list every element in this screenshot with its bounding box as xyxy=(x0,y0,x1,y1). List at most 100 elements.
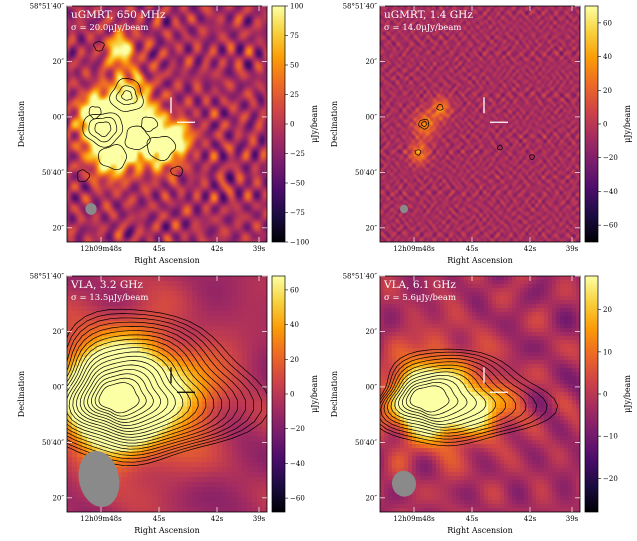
contour-line xyxy=(380,348,558,447)
contour-line xyxy=(72,351,191,435)
colorbar-tick-label: 20 xyxy=(603,306,612,314)
contour-line xyxy=(98,382,140,414)
colorbar-tick-label: 0 xyxy=(603,121,607,129)
colorbar-tick-label: −20 xyxy=(603,154,618,162)
colorbar-tick-label: 0 xyxy=(290,391,294,399)
contour-line xyxy=(409,385,450,413)
contour-line xyxy=(76,169,91,183)
heatmap-image xyxy=(67,6,267,242)
colorbar xyxy=(271,275,286,513)
beam-ellipse xyxy=(399,204,409,214)
colorbar-tick-label: 20 xyxy=(603,87,612,95)
panel-2: 12h09m48s 45s 42s 39s 58°51′40″ 20″ 00″ 50′40″ 2… xyxy=(330,3,632,266)
contour-line xyxy=(170,165,184,177)
colorbar-tick-label: −50 xyxy=(290,180,305,188)
colorbar-tick-label: 50 xyxy=(290,62,299,70)
panel-sigma: σ = 5.6μJy/beam xyxy=(384,293,456,303)
contour-line xyxy=(401,378,468,419)
y-tick-label: 20″ xyxy=(52,58,64,66)
contour-line xyxy=(76,355,184,432)
plot-frame xyxy=(379,275,581,513)
contour-line xyxy=(380,358,527,437)
panel-sigma: σ = 14.0μJy/beam xyxy=(384,23,461,33)
x-tick-label: 42s xyxy=(524,245,537,253)
heatmap-image xyxy=(380,276,580,512)
panel-4: 12h09m48s 45s 42s 39s 58°51′40″ 20″ 00″ 50′40″ 2… xyxy=(330,273,632,536)
contour-line xyxy=(94,377,147,417)
contour-line xyxy=(380,351,548,443)
y-tick-label: 58°51′40″ xyxy=(30,273,65,281)
y-tick-label: 58°51′40″ xyxy=(343,273,378,281)
panel-sigma: σ = 20.0μJy/beam xyxy=(71,23,148,33)
y-tick-label: 20″ xyxy=(52,494,64,502)
colorbar-tick-label: 40 xyxy=(603,53,612,61)
contour-line xyxy=(394,371,487,425)
panel-1: 12h09m48s 45s 42s 39s 58°51′40″ 20″ 00″ 50′40″ 2… xyxy=(17,3,319,266)
colorbar-tick-label: −25 xyxy=(290,150,305,158)
panel-title: uGMRT, 650 MHz xyxy=(71,9,166,21)
panel-sigma: σ = 13.5μJy/beam xyxy=(71,293,148,303)
x-axis-label: Right Ascension xyxy=(134,256,200,265)
x-tick-label: 39s xyxy=(566,515,579,523)
colorbar-label: μJy/beam xyxy=(623,375,632,413)
y-tick-label: 20″ xyxy=(365,58,377,66)
y-tick-label: 00″ xyxy=(365,383,377,391)
plot-frame xyxy=(66,275,268,513)
colorbar xyxy=(271,5,286,243)
y-tick-label: 20″ xyxy=(365,494,377,502)
y-tick-label: 50′40″ xyxy=(42,169,64,177)
contour-line xyxy=(67,321,246,456)
x-tick-label: 45s xyxy=(466,515,479,523)
colorbar-tick-label: 60 xyxy=(290,286,299,294)
y-axis-label: Declination xyxy=(330,371,339,417)
contour-line xyxy=(93,41,105,52)
y-tick-label: 20″ xyxy=(365,224,377,232)
x-tick-label: 12h09m48s xyxy=(80,245,122,253)
contour-line xyxy=(82,112,124,148)
contour-line xyxy=(436,104,444,111)
contour-line xyxy=(98,144,127,171)
contour-line xyxy=(67,326,238,453)
panel-title: VLA, 6.1 GHz xyxy=(383,279,456,291)
x-tick-label: 42s xyxy=(211,245,224,253)
colorbar-label: μJy/beam xyxy=(623,105,632,143)
x-axis-label: Right Ascension xyxy=(134,526,200,535)
plot-frame xyxy=(66,5,268,243)
y-axis-label: Declination xyxy=(17,101,26,147)
contours xyxy=(414,104,535,160)
y-axis-label: Declination xyxy=(330,101,339,147)
y-tick-label: 20″ xyxy=(52,328,64,336)
colorbar-tick-label: 20 xyxy=(290,356,299,364)
contour-line xyxy=(88,116,118,143)
y-axis-label: Declination xyxy=(17,371,26,417)
y-tick-label: 58°51′40″ xyxy=(30,3,65,11)
contour-line xyxy=(67,342,207,441)
contour-line xyxy=(67,308,267,466)
x-tick-label: 39s xyxy=(253,515,266,523)
colorbar-tick-label: 60 xyxy=(603,19,612,27)
colorbar-tick-label: −60 xyxy=(290,495,305,503)
x-tick-label: 12h09m48s xyxy=(80,515,122,523)
contour-line xyxy=(109,77,144,112)
contour-line xyxy=(67,334,223,447)
y-tick-label: 00″ xyxy=(52,383,64,391)
colorbar-label: μJy/beam xyxy=(310,105,319,143)
panel-title: uGMRT, 1.4 GHz xyxy=(384,9,473,21)
x-tick-label: 45s xyxy=(153,515,166,523)
plot-frame xyxy=(379,5,581,243)
y-tick-label: 58°51′40″ xyxy=(343,3,378,11)
contour-line xyxy=(115,85,138,106)
colorbar-tick-label: −20 xyxy=(603,475,618,483)
colorbar-label: μJy/beam xyxy=(310,375,319,413)
contour-line xyxy=(67,313,263,463)
y-tick-label: 00″ xyxy=(365,113,377,121)
colorbar-tick-label: 10 xyxy=(603,348,612,356)
colorbar-tick-label: −20 xyxy=(290,425,305,433)
contour-line xyxy=(380,354,537,440)
contour-line xyxy=(94,121,112,137)
x-tick-label: 12h09m48s xyxy=(393,245,435,253)
contour-line xyxy=(91,373,154,420)
beam-ellipse xyxy=(391,470,417,497)
contour-line xyxy=(529,154,535,160)
